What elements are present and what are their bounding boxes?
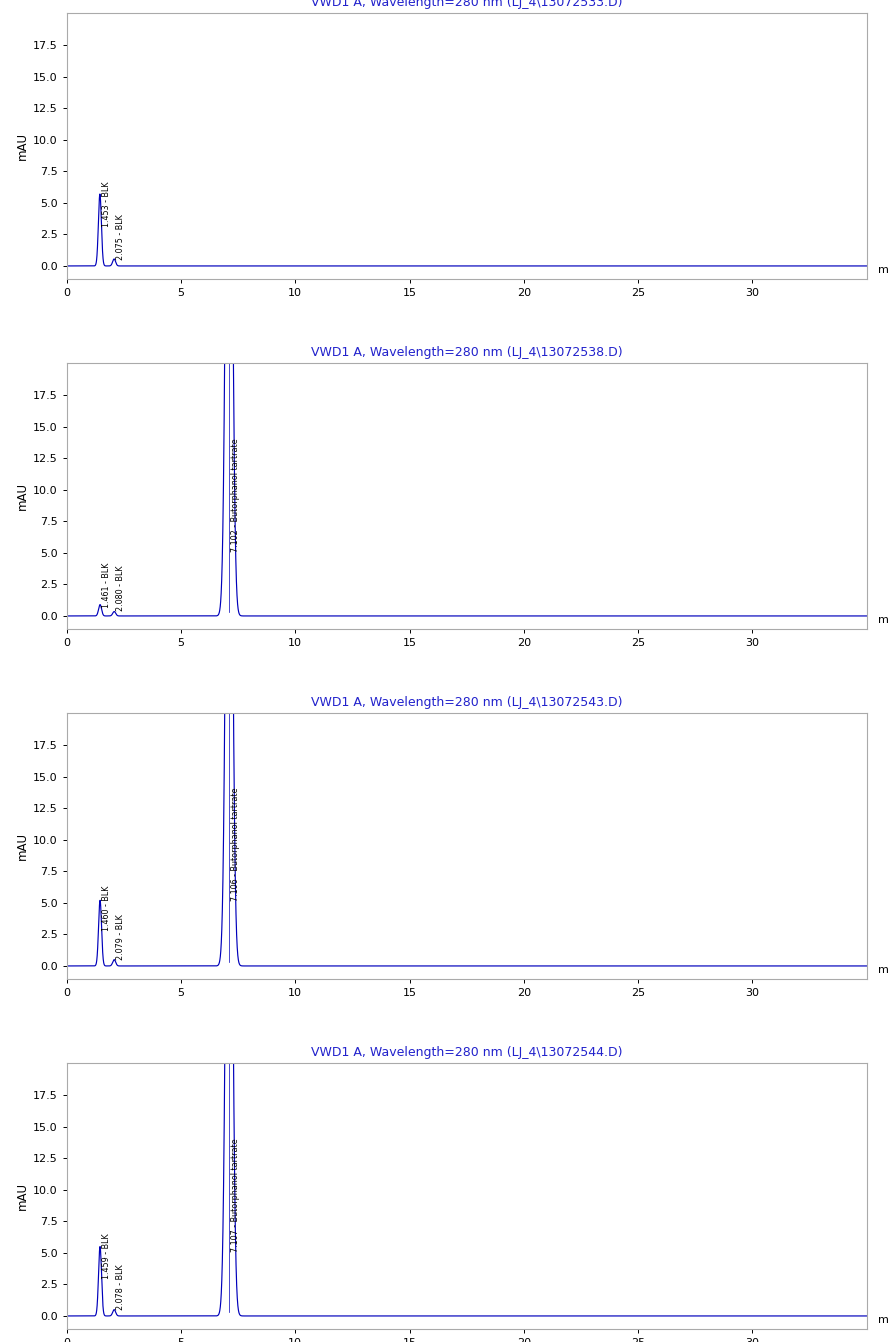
Title: VWD1 A, Wavelength=280 nm (LJ_4\13072533.D): VWD1 A, Wavelength=280 nm (LJ_4\13072533… xyxy=(311,0,622,9)
Text: 1.453 - BLK: 1.453 - BLK xyxy=(101,183,111,227)
Text: 1.461 - BLK: 1.461 - BLK xyxy=(102,562,111,608)
Text: 1.460 - BLK: 1.460 - BLK xyxy=(102,886,111,930)
Text: min: min xyxy=(878,965,889,974)
Title: VWD1 A, Wavelength=280 nm (LJ_4\13072543.D): VWD1 A, Wavelength=280 nm (LJ_4\13072543… xyxy=(311,696,622,710)
Y-axis label: mAU: mAU xyxy=(16,482,28,510)
Text: min: min xyxy=(878,1315,889,1325)
Text: 7.107 - Butorphanol tartrate: 7.107 - Butorphanol tartrate xyxy=(231,1138,240,1252)
Text: 7.102 - Butorphanol tartrate: 7.102 - Butorphanol tartrate xyxy=(231,437,240,552)
Y-axis label: mAU: mAU xyxy=(16,132,28,160)
Text: min: min xyxy=(878,615,889,625)
Y-axis label: mAU: mAU xyxy=(16,1182,28,1210)
Y-axis label: mAU: mAU xyxy=(16,832,28,860)
Text: min: min xyxy=(878,264,889,275)
Text: 2.075 - BLK: 2.075 - BLK xyxy=(116,215,125,260)
Text: 1.459 - BLK: 1.459 - BLK xyxy=(102,1233,111,1279)
Text: 7.106 - Butorphanol tartrate: 7.106 - Butorphanol tartrate xyxy=(231,788,240,902)
Text: 2.078 - BLK: 2.078 - BLK xyxy=(116,1264,125,1310)
Text: 2.079 - BLK: 2.079 - BLK xyxy=(116,914,125,961)
Title: VWD1 A, Wavelength=280 nm (LJ_4\13072544.D): VWD1 A, Wavelength=280 nm (LJ_4\13072544… xyxy=(311,1047,622,1059)
Text: 2.080 - BLK: 2.080 - BLK xyxy=(116,566,125,611)
Title: VWD1 A, Wavelength=280 nm (LJ_4\13072538.D): VWD1 A, Wavelength=280 nm (LJ_4\13072538… xyxy=(311,346,622,360)
